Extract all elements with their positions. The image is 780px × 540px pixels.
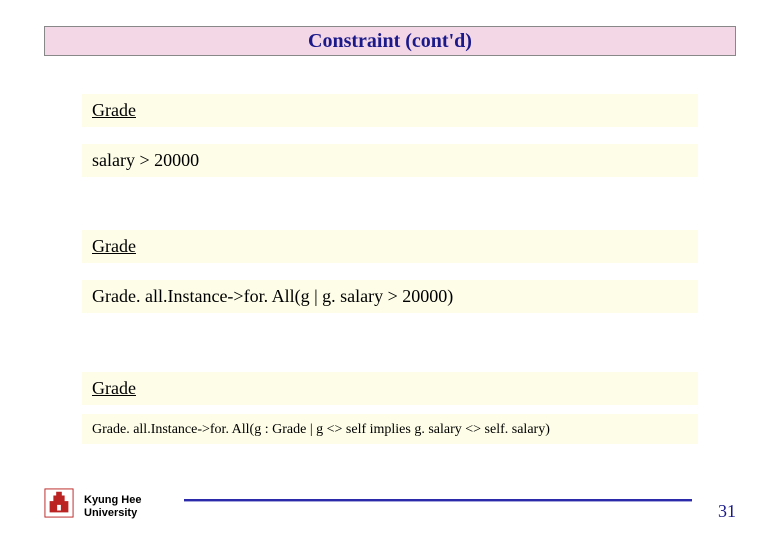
slide-title: Constraint (cont'd) bbox=[308, 30, 472, 53]
university-logo-icon bbox=[44, 488, 74, 518]
university-line2: University bbox=[84, 507, 141, 520]
university-name: Kyung Hee University bbox=[84, 494, 141, 520]
block-1-body: salary > 20000 bbox=[82, 144, 698, 177]
page-number: 31 bbox=[718, 501, 736, 522]
block-2-head: Grade bbox=[82, 230, 698, 263]
block-3-body: Grade. all.Instance->for. All(g : Grade … bbox=[82, 414, 698, 444]
slide-title-bar: Constraint (cont'd) bbox=[44, 26, 736, 56]
block-3-head-text: Grade bbox=[92, 378, 136, 398]
block-2-head-text: Grade bbox=[92, 236, 136, 256]
block-2-body-text: Grade. all.Instance->for. All(g | g. sal… bbox=[92, 286, 453, 306]
block-1-head-text: Grade bbox=[92, 100, 136, 120]
block-3-body-text: Grade. all.Instance->for. All(g : Grade … bbox=[92, 422, 550, 437]
university-line1: Kyung Hee bbox=[84, 494, 141, 507]
block-1-body-text: salary > 20000 bbox=[92, 150, 199, 170]
footer: Kyung Hee University 31 bbox=[44, 480, 736, 520]
block-3-head: Grade bbox=[82, 372, 698, 405]
block-2-body: Grade. all.Instance->for. All(g | g. sal… bbox=[82, 280, 698, 313]
footer-rule bbox=[184, 499, 692, 502]
block-1-head: Grade bbox=[82, 94, 698, 127]
